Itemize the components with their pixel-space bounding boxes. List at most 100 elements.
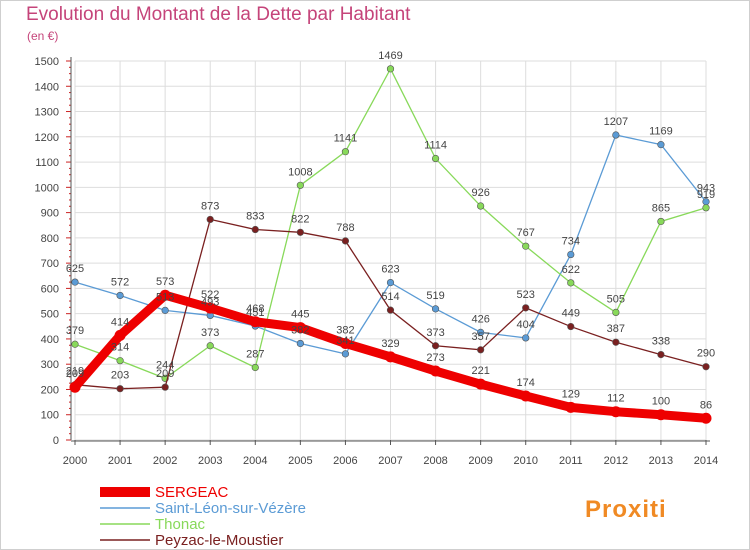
data-label: 573 (156, 276, 174, 288)
data-point (700, 412, 712, 424)
data-point (431, 305, 440, 313)
data-label: 329 (381, 338, 399, 350)
data-point (522, 242, 530, 250)
data-label: 174 (517, 377, 535, 389)
axes: 0 100 200 300 400 500 600 700 800 900 1000 1100 1200… (35, 56, 719, 467)
data-label: 522 (201, 289, 219, 301)
x-tick-label: 2007 (378, 455, 402, 467)
data-point (567, 250, 575, 259)
data-point (114, 329, 126, 341)
y-tick-label: 1100 (35, 157, 59, 169)
data-label: 451 (246, 307, 264, 319)
legend-item: SERGEAC (100, 484, 229, 501)
data-point (520, 390, 532, 402)
y-tick-label: 1400 (35, 81, 59, 93)
data-point (657, 141, 665, 149)
data-label: 404 (517, 319, 535, 331)
data-point (296, 181, 304, 189)
data-label: 287 (246, 348, 264, 360)
y-tick-label: 200 (41, 384, 59, 396)
legend-swatch (100, 487, 150, 497)
data-label: 382 (291, 324, 309, 336)
data-label: 873 (201, 200, 219, 212)
legend-item: Thonac (100, 516, 206, 533)
data-label: 379 (66, 325, 84, 337)
data-label: 1141 (334, 133, 358, 145)
data-point (567, 279, 575, 287)
data-point (612, 338, 620, 346)
x-tick-label: 2001 (108, 455, 132, 467)
data-label: 338 (652, 336, 670, 348)
data-point (116, 291, 124, 300)
data-label: 919 (697, 189, 715, 201)
legend-label: Thonac (155, 516, 206, 533)
data-label: 449 (562, 308, 580, 320)
data-label: 505 (607, 293, 625, 305)
x-tick-label: 2010 (513, 455, 537, 467)
data-point (386, 278, 395, 287)
data-label: 382 (336, 324, 354, 336)
data-label: 519 (426, 290, 444, 302)
data-label: 865 (652, 202, 670, 214)
chart-subtitle: (en €) (27, 29, 59, 43)
data-label: 445 (291, 309, 309, 321)
data-label: 357 (471, 331, 489, 343)
y-tick-label: 500 (41, 309, 59, 321)
data-point (341, 350, 350, 358)
series-lines (69, 65, 712, 424)
data-point (702, 363, 710, 371)
data-label: 788 (336, 222, 354, 234)
y-tick-label: 300 (41, 359, 59, 371)
x-tick-label: 2003 (198, 455, 222, 467)
legend-label: Saint-Léon-sur-Vézère (155, 500, 306, 517)
brand-text: Proxiti (585, 496, 667, 523)
data-label: 622 (562, 264, 580, 276)
y-tick-label: 600 (41, 283, 59, 295)
x-tick-label: 2005 (288, 455, 312, 467)
data-label: 1169 (649, 126, 673, 138)
data-label: 822 (291, 213, 309, 225)
data-point (69, 381, 81, 393)
data-label: 513 (156, 291, 174, 303)
data-label: 203 (111, 370, 129, 382)
data-point (612, 131, 620, 139)
data-point (116, 385, 124, 393)
y-tick-label: 1200 (35, 132, 59, 144)
data-point (565, 401, 577, 413)
data-point (161, 306, 169, 314)
data-point (386, 306, 395, 314)
data-label: 414 (111, 316, 129, 328)
data-label: 100 (652, 396, 670, 408)
legend-item: Saint-Léon-sur-Vézère (100, 500, 306, 517)
series-peyzac-le-moustier (71, 215, 710, 393)
data-point (116, 357, 124, 365)
x-tick-label: 2008 (423, 455, 447, 467)
data-label: 373 (201, 327, 219, 339)
legend-label: Peyzac-le-Moustier (155, 532, 283, 549)
y-tick-label: 700 (41, 258, 59, 270)
data-point (71, 278, 79, 286)
brand-logo: Proxiti (585, 496, 667, 523)
x-tick-label: 2009 (468, 455, 492, 467)
y-tick-label: 100 (41, 410, 59, 422)
x-tick-label: 2011 (559, 455, 583, 467)
data-point (385, 351, 396, 363)
x-tick-label: 2004 (243, 455, 267, 467)
data-point (657, 217, 665, 226)
data-point (341, 237, 350, 245)
legend-item: Peyzac-le-Moustier (100, 532, 283, 549)
data-label: 341 (336, 335, 354, 347)
legend-label: SERGEAC (155, 484, 229, 501)
data-label: 314 (111, 342, 129, 354)
data-point (161, 383, 169, 391)
data-point (477, 328, 485, 336)
data-point (206, 342, 214, 350)
data-label: 514 (381, 291, 399, 303)
data-label: 734 (562, 236, 580, 248)
data-label: 219 (66, 366, 84, 378)
data-label: 623 (381, 264, 399, 276)
data-point (657, 350, 665, 359)
y-tick-label: 400 (41, 334, 59, 346)
